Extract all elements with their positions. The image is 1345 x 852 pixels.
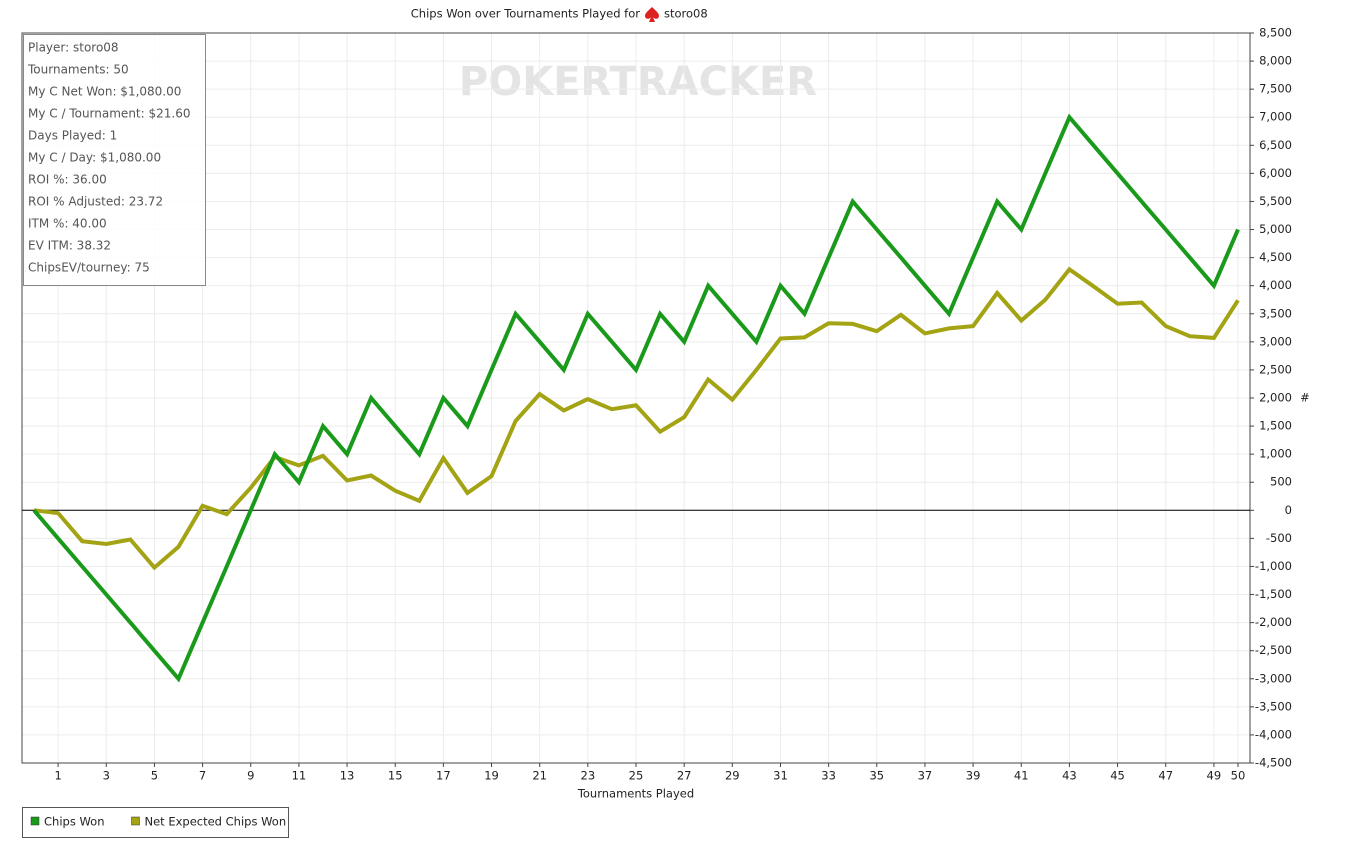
y-tick-label: -2,500 <box>1255 643 1292 657</box>
spade-icon <box>645 7 659 22</box>
watermark: POKERTRACKER <box>459 59 817 105</box>
x-tick-label: 50 <box>1231 769 1246 783</box>
x-tick-label: 11 <box>292 769 307 783</box>
y-tick-label: 4,000 <box>1259 278 1292 292</box>
stat-line: ROI % Adjusted: 23.72 <box>28 195 163 209</box>
x-tick-label: 37 <box>918 769 933 783</box>
x-tick-label: 15 <box>388 769 403 783</box>
stat-line: ChipsEV/tourney: 75 <box>28 261 150 275</box>
y-tick-label: 8,500 <box>1259 26 1292 40</box>
x-tick-label: 41 <box>1014 769 1029 783</box>
y-tick-label: -4,500 <box>1255 756 1292 770</box>
y-tick-label: 8,000 <box>1259 54 1292 68</box>
y-tick-label: 500 <box>1270 475 1292 489</box>
x-tick-label: 39 <box>966 769 981 783</box>
x-tick-label: 29 <box>725 769 740 783</box>
y-tick-label: -4,000 <box>1255 727 1292 741</box>
y-tick-label: 2,000 <box>1259 391 1292 405</box>
y-axis-label: # <box>1300 391 1310 405</box>
x-tick-label: 25 <box>629 769 644 783</box>
y-tick-label: -3,500 <box>1255 699 1292 713</box>
series-line <box>33 266 1240 571</box>
legend-swatch <box>30 816 40 826</box>
y-tick-label: -1,000 <box>1255 559 1292 573</box>
y-tick-label: -2,000 <box>1255 615 1292 629</box>
y-tick-label: -1,500 <box>1255 587 1292 601</box>
y-tick-label: -500 <box>1266 531 1292 545</box>
y-tick-label: 1,500 <box>1259 419 1292 433</box>
stat-line: Player: storo08 <box>28 41 119 55</box>
x-tick-label: 45 <box>1110 769 1125 783</box>
x-tick-label: 1 <box>54 769 61 783</box>
x-tick-label: 31 <box>773 769 788 783</box>
plot-frame <box>21 32 1251 764</box>
y-tick-label: 3,000 <box>1259 334 1292 348</box>
x-tick-label: 49 <box>1207 769 1222 783</box>
stat-line: Days Played: 1 <box>28 129 117 143</box>
y-tick-label: 2,500 <box>1259 362 1292 376</box>
x-tick-label: 33 <box>821 769 836 783</box>
stat-line: ITM %: 40.00 <box>28 217 107 231</box>
y-tick-label: 0 <box>1285 503 1292 517</box>
y-tick-label: 5,500 <box>1259 194 1292 208</box>
x-tick-label: 13 <box>340 769 355 783</box>
stat-line: Tournaments: 50 <box>27 63 129 77</box>
chart-player: storo08 <box>664 7 708 21</box>
y-tick-label: 5,000 <box>1259 222 1292 236</box>
x-tick-label: 21 <box>532 769 547 783</box>
x-tick-label: 27 <box>677 769 692 783</box>
y-tick-label: 4,500 <box>1259 250 1292 264</box>
y-tick-label: 7,000 <box>1259 110 1292 124</box>
x-tick-label: 7 <box>199 769 206 783</box>
stat-line: My C Net Won: $1,080.00 <box>28 85 181 99</box>
y-tick-label: 6,000 <box>1259 166 1292 180</box>
legend-swatch <box>131 816 140 826</box>
y-tick-label: 7,500 <box>1259 82 1292 96</box>
x-tick-label: 9 <box>247 769 254 783</box>
stat-line: EV ITM: 38.32 <box>28 239 111 253</box>
x-tick-label: 35 <box>869 769 884 783</box>
x-tick-label: 43 <box>1062 769 1077 783</box>
series-line <box>32 113 1240 683</box>
stat-line: My C / Day: $1,080.00 <box>28 151 161 165</box>
y-tick-label: 1,000 <box>1259 447 1292 461</box>
stat-line: My C / Tournament: $21.60 <box>28 107 190 121</box>
x-axis-label: Tournaments Played <box>577 787 694 801</box>
x-tick-label: 19 <box>484 769 499 783</box>
x-tick-label: 47 <box>1158 769 1173 783</box>
y-tick-label: 6,500 <box>1259 138 1292 152</box>
x-tick-label: 3 <box>103 769 110 783</box>
chart-title: Chips Won over Tournaments Played for <box>411 7 641 21</box>
x-tick-label: 23 <box>581 769 596 783</box>
x-tick-label: 5 <box>151 769 158 783</box>
legend-label: Chips Won <box>44 815 104 829</box>
y-tick-label: -3,000 <box>1255 671 1292 685</box>
y-tick-label: 3,500 <box>1259 306 1292 320</box>
x-tick-label: 17 <box>436 769 451 783</box>
legend-label: Net Expected Chips Won <box>144 815 286 829</box>
stat-line: ROI %: 36.00 <box>28 173 107 187</box>
legend-box <box>22 807 289 838</box>
stats-box <box>23 34 206 286</box>
